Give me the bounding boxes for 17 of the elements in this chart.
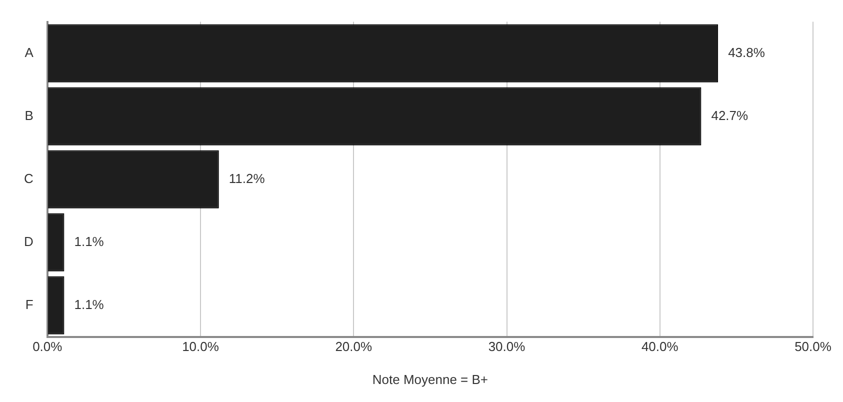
x-tick-label: 10.0% (182, 339, 220, 354)
data-label: 43.8% (728, 44, 766, 60)
x-tick-label: 20.0% (335, 339, 372, 354)
y-tick-label: A (24, 44, 34, 60)
y-tick-label: F (25, 296, 34, 312)
x-tick-label: 40.0% (641, 339, 679, 354)
data-label: 42.7% (711, 108, 749, 123)
x-tick-label: 50.0% (794, 339, 832, 354)
data-label: 11.2% (228, 170, 266, 186)
data-label: 1.1% (74, 296, 104, 312)
x-axis-title: Note Moyenne = B+ (372, 372, 488, 387)
y-tick-label: C (24, 170, 34, 186)
x-tick-label: 30.0% (488, 339, 526, 354)
x-tick-label: 0.0% (32, 339, 63, 354)
data-label: 1.1% (74, 234, 104, 249)
y-tick-label: B (24, 108, 34, 123)
y-tick-label: D (24, 234, 34, 249)
